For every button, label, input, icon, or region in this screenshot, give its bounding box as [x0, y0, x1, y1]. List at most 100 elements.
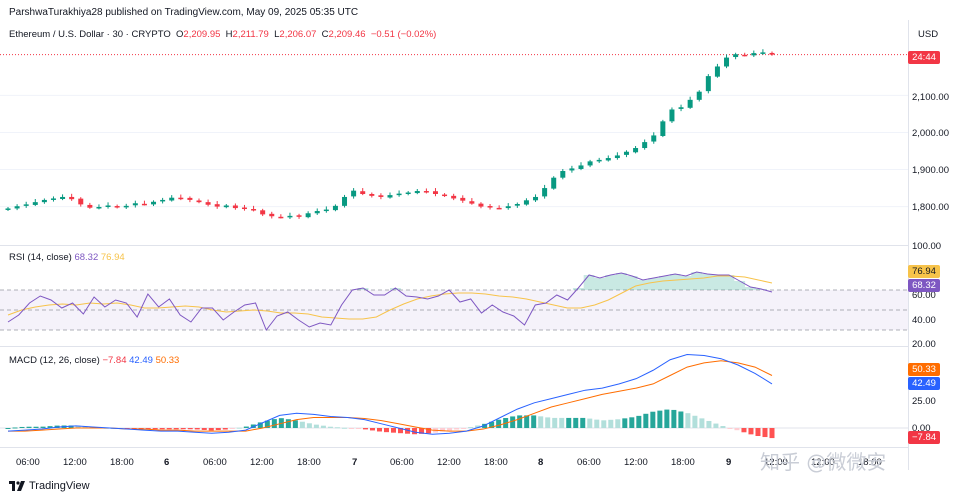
macd-signal-line [8, 360, 773, 432]
macd-histogram-bar [369, 428, 375, 431]
macd-histogram-bar [152, 428, 158, 430]
day-label: 8 [538, 457, 544, 468]
rsi-label[interactable]: RSI (14, close) [9, 252, 72, 263]
rsi-tick: 100.00 [912, 241, 942, 252]
macd-histogram-bar [447, 428, 453, 431]
ohlc-values: O2,209.95 H2,211.79 L2,206.07 C2,209.46 … [176, 29, 437, 40]
pane-divider-rsi[interactable] [0, 245, 908, 246]
macd-histogram-bar [650, 411, 656, 428]
macd-histogram-bar [131, 428, 137, 429]
candle-body [651, 135, 657, 142]
candle-body [696, 91, 702, 100]
candle-body [414, 191, 420, 194]
macd-histogram-bar [26, 426, 32, 428]
symbol-name[interactable]: Ethereum / U.S. Dollar · 30 · CRYPTO [9, 29, 171, 40]
candle-body [432, 191, 438, 194]
tradingview-brand[interactable]: TradingView [9, 480, 90, 492]
time-label: 18:00 [484, 457, 508, 468]
macd-histogram-bar [741, 428, 747, 433]
macd-histogram-bar [124, 428, 130, 429]
macd-histogram-bar [664, 409, 670, 428]
candle-body [60, 196, 66, 200]
time-label: 06:00 [390, 457, 414, 468]
macd-line [7, 353, 773, 435]
price-tick: 2,100.00 [912, 92, 949, 103]
macd-histogram-bar [299, 421, 305, 428]
publish-info: ParshwaTurakhiya28 published on TradingV… [9, 7, 359, 18]
candle-body [314, 211, 320, 214]
candle-body [496, 207, 502, 210]
macd-tick: 25.00 [912, 396, 936, 407]
candle-body [287, 215, 293, 218]
macd-histogram-bar [461, 428, 467, 429]
macd-histogram-bar [559, 417, 565, 428]
macd-histogram-bar [19, 426, 25, 428]
macd-histogram-bar [615, 419, 621, 428]
pane-divider-macd[interactable] [0, 346, 908, 347]
macd-histogram-bar [187, 428, 193, 430]
macd-histogram-bar [468, 427, 474, 429]
candle-body [187, 197, 193, 200]
macd-signal-value: 50.33 [155, 355, 180, 366]
rsi-tick: 20.00 [912, 339, 936, 350]
candle-body [523, 200, 529, 205]
macd-histogram-bar [257, 422, 263, 428]
candle-body [141, 203, 147, 206]
macd-histogram-bar [271, 419, 277, 428]
macd-histogram-bar [489, 421, 495, 428]
macd-histogram-bar [573, 417, 579, 428]
candle-body [742, 54, 748, 57]
time-label: 12:00 [811, 457, 835, 468]
macd-histogram-bar [440, 428, 446, 432]
candle-body [760, 52, 766, 54]
macd-histogram-bar [706, 420, 712, 428]
macd-histogram-bar [587, 418, 593, 428]
time-label: 06:00 [203, 457, 227, 468]
candle-body [687, 99, 693, 108]
candle-body [451, 195, 457, 199]
candle-body [623, 151, 629, 155]
countdown-badge: 24:44 [908, 51, 940, 64]
candle-body [587, 161, 593, 166]
candle-body [423, 191, 429, 193]
rsi-ma-line [7, 275, 773, 320]
candle-body [387, 195, 393, 198]
macd-histogram-bar [580, 417, 586, 428]
macd-histogram-bar [215, 428, 221, 431]
macd-histogram-bar [173, 428, 179, 430]
rsi-legend: RSI (14, close) 68.32 76.94 [9, 252, 125, 263]
macd-histogram-bar [229, 428, 235, 429]
rsi-line [7, 271, 773, 332]
macd-label[interactable]: MACD (12, 26, close) [9, 355, 100, 366]
macd-histogram-bar [734, 428, 740, 431]
price-tick: 1,800.00 [912, 202, 949, 213]
candle-body [369, 193, 375, 196]
candle-body [724, 57, 730, 67]
macd-histogram-bar [510, 416, 516, 428]
macd-legend: MACD (12, 26, close) −7.84 42.49 50.33 [9, 355, 179, 366]
rsi-value: 68.32 [74, 252, 99, 263]
candle-body [705, 76, 711, 92]
candle-body [296, 215, 302, 217]
macd-histogram-bar [285, 419, 291, 428]
candle-body [160, 199, 166, 202]
macd-histogram-bar [40, 426, 46, 428]
macd-histogram-bar [208, 428, 214, 431]
candle-body [378, 195, 384, 197]
macd-histogram-bar [720, 426, 726, 428]
macd-signal-badge: 50.33 [908, 363, 940, 376]
rsi-overbought-fill [357, 272, 767, 290]
candle-body [5, 208, 11, 210]
candle-body [714, 66, 720, 77]
candle-body [223, 205, 229, 208]
macd-hist-badge: −7.84 [908, 431, 940, 444]
macd-histogram-bar [341, 427, 347, 429]
macd-histogram-bar [313, 424, 319, 428]
day-label: 9 [726, 457, 732, 468]
macd-histogram-bar [622, 418, 628, 428]
macd-histogram-bar [47, 426, 53, 428]
currency-label[interactable]: USD [918, 29, 939, 40]
price-axis-border [908, 20, 909, 470]
candle-body [633, 148, 639, 153]
